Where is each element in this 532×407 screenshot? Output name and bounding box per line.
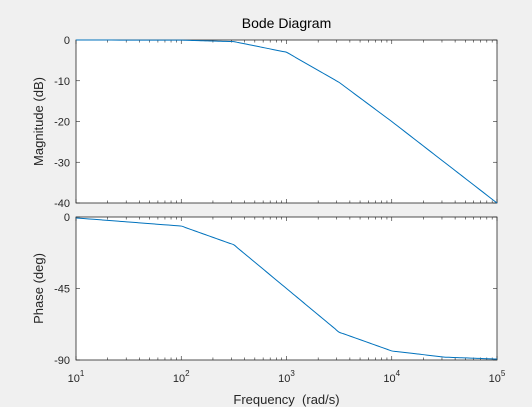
phase-x-tick-label: 104 — [383, 369, 400, 385]
phase-y-tick-label: -45 — [54, 284, 70, 296]
phase-axes: 0 -45 -90 101 102 103 104 105 — [54, 212, 506, 385]
magnitude-y-tick-label: 0 — [64, 35, 70, 47]
phase-y-axis-label: Phase (deg) — [31, 253, 46, 324]
magnitude-series-line — [75, 39, 498, 204]
phase-x-tick-label: 103 — [278, 369, 295, 385]
phase-x-tick-label: 101 — [68, 369, 85, 385]
magnitude-y-tick-label: -40 — [54, 198, 70, 210]
magnitude-y-tick-label: -10 — [54, 76, 70, 88]
phase-y-tick-label: 0 — [64, 212, 70, 224]
chart-title: Bode Diagram — [242, 15, 332, 31]
phase-x-tick-label: 102 — [173, 369, 190, 385]
magnitude-plot-area — [75, 39, 498, 204]
magnitude-y-tick-label: -30 — [54, 157, 70, 169]
phase-y-tick-label: -90 — [54, 355, 70, 367]
phase-series-line — [75, 217, 498, 360]
magnitude-axes: 0 -10 -20 -30 -40 — [54, 35, 498, 210]
magnitude-y-tick-label: -20 — [54, 117, 70, 129]
phase-x-tick-label: 105 — [489, 369, 506, 385]
magnitude-y-axis-label: Magnitude (dB) — [31, 77, 46, 166]
frequency-x-axis-label: Frequency (rad/s) — [233, 392, 339, 407]
